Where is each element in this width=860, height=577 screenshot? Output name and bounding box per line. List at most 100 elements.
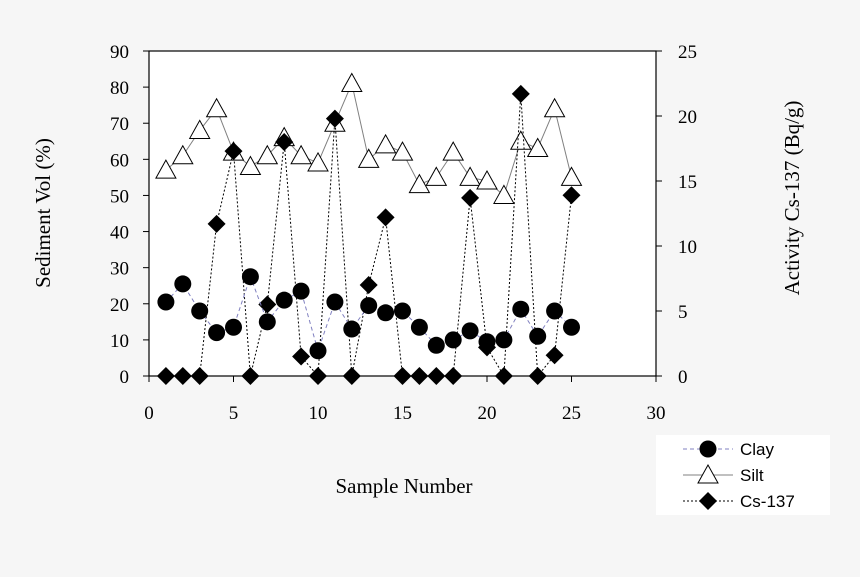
data-point-cs-137 [241, 367, 260, 385]
x-tick-label: 10 [309, 403, 328, 424]
x-tick-label: 15 [393, 403, 412, 424]
data-point-clay [292, 282, 310, 300]
data-point-silt [493, 184, 515, 204]
data-point-silt [459, 166, 481, 186]
legend: Clay Silt Cs-137 [656, 435, 830, 515]
data-point-silt [476, 169, 498, 190]
x-tick-label: 5 [229, 403, 239, 424]
x-tick-label: 25 [562, 403, 581, 424]
data-point-silt [391, 141, 414, 161]
data-point-clay [343, 320, 361, 338]
data-point-clay [157, 293, 175, 311]
y2-tick-label: 15 [678, 172, 697, 193]
data-point-silt [425, 166, 448, 186]
legend-label-clay: Clay [740, 440, 775, 459]
data-point-clay [208, 324, 226, 342]
data-point-clay [410, 318, 428, 336]
data-point-clay [394, 302, 411, 320]
data-point-silt [340, 72, 363, 92]
y-tick-label: 80 [110, 78, 129, 99]
data-point-silt [357, 148, 380, 168]
data-point-clay [241, 268, 259, 286]
data-point-silt [171, 144, 194, 165]
x-axis-ticks: 0 5 10 15 20 25 30 [144, 376, 666, 424]
data-point-cs-137 [427, 367, 446, 385]
data-point-clay [309, 342, 327, 360]
data-point-cs-137 [444, 367, 463, 385]
data-point-clay [360, 297, 378, 315]
data-point-clay [478, 333, 496, 351]
data-point-silt [155, 159, 177, 179]
data-point-silt [290, 144, 312, 165]
data-point-clay [225, 318, 242, 336]
data-point-cs-137 [528, 367, 547, 385]
x-tick-label: 20 [478, 403, 497, 424]
data-point-cs-137 [342, 367, 361, 385]
data-point-clay [326, 293, 344, 311]
data-point-clay [191, 302, 209, 320]
series-layer [155, 72, 583, 385]
data-point-silt [543, 97, 566, 118]
y-tick-label: 60 [110, 150, 129, 171]
data-point-cs-137 [275, 133, 294, 151]
y-tick-label: 50 [110, 186, 129, 207]
data-point-clay [495, 331, 513, 349]
data-point-cs-137 [545, 346, 564, 365]
legend-marker-clay [699, 440, 717, 458]
data-point-cs-137 [562, 186, 581, 205]
data-point-silt [509, 130, 532, 150]
data-point-silt [239, 155, 262, 176]
data-point-cs-137 [359, 276, 378, 294]
data-point-silt [188, 119, 211, 139]
data-point-cs-137 [461, 188, 480, 207]
data-point-cs-137 [224, 142, 243, 161]
data-point-cs-137 [494, 367, 513, 385]
data-point-silt [408, 173, 431, 194]
y-tick-label: 20 [110, 295, 129, 316]
x-tick-label: 0 [144, 403, 154, 424]
data-point-clay [427, 336, 445, 354]
data-point-silt [307, 151, 329, 172]
y-tick-label: 90 [110, 42, 129, 63]
data-point-silt [205, 97, 228, 118]
data-point-clay [174, 275, 192, 293]
data-point-silt [526, 137, 549, 157]
data-point-cs-137 [292, 347, 311, 366]
y-tick-label: 40 [110, 223, 129, 244]
data-point-cs-137 [156, 367, 175, 385]
x-tick-label: 30 [647, 403, 666, 424]
y-tick-label: 30 [110, 259, 129, 280]
y-tick-label: 10 [110, 331, 129, 352]
y-tick-label: 70 [110, 114, 129, 135]
data-point-clay [546, 302, 564, 320]
data-point-clay [563, 318, 580, 336]
y2-axis-title: Activity Cs-137 (Bq/g) [780, 101, 804, 296]
data-point-clay [377, 304, 395, 322]
data-point-cs-137 [190, 367, 209, 385]
data-point-clay [461, 322, 479, 340]
data-point-cs-137 [207, 214, 226, 233]
y2-tick-label: 5 [678, 302, 688, 323]
y-axis-title: Sediment Vol (%) [31, 138, 55, 288]
data-point-clay [512, 300, 530, 318]
data-point-silt [374, 133, 397, 154]
data-point-cs-137 [410, 367, 429, 385]
y2-axis-ticks: 0 5 10 15 20 25 [656, 42, 697, 388]
data-point-clay [275, 291, 293, 309]
data-point-silt [256, 144, 279, 165]
data-point-clay [529, 327, 547, 345]
y2-tick-label: 20 [678, 107, 697, 128]
legend-marker-cs-137 [699, 492, 717, 510]
data-point-silt [442, 141, 465, 161]
data-point-cs-137 [325, 109, 344, 128]
data-point-silt [560, 166, 583, 186]
data-point-cs-137 [309, 367, 327, 385]
legend-label-silt: Silt [740, 466, 764, 485]
x-axis-title: Sample Number [335, 474, 472, 498]
legend-label-cs-137: Cs-137 [740, 492, 795, 511]
data-point-clay [444, 331, 462, 349]
y-tick-label: 0 [120, 367, 130, 388]
y2-tick-label: 25 [678, 42, 697, 63]
y-axis-ticks: 0 10 20 30 40 50 60 70 80 90 [110, 42, 149, 388]
